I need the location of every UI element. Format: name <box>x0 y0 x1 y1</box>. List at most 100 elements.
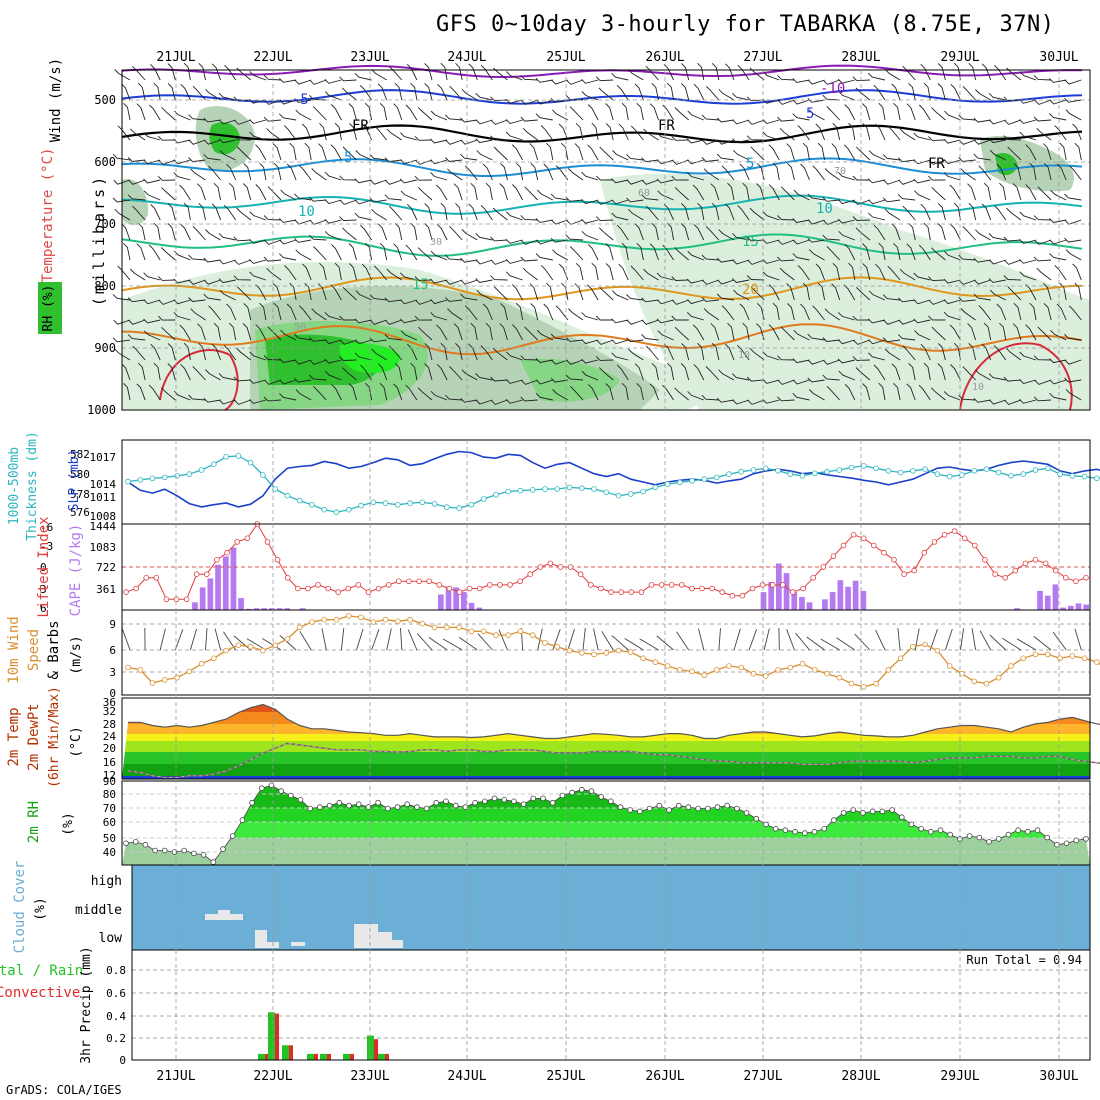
wind-barb <box>671 315 689 321</box>
wind-barb <box>906 383 916 401</box>
wind-barb <box>234 119 251 125</box>
wind-barb <box>868 212 886 221</box>
precip-frame <box>131 949 1091 1061</box>
wind-barb <box>492 207 508 221</box>
wind-barb <box>701 394 719 401</box>
wind-barb <box>180 223 191 241</box>
lifted-index-line-point <box>305 585 311 592</box>
thickness-line-point <box>775 467 781 474</box>
wind-barb <box>505 119 523 125</box>
thickness-line-point <box>787 471 794 477</box>
wind-speed-line-point <box>578 650 585 656</box>
wind-barb <box>179 184 191 201</box>
wind-barb <box>302 263 312 281</box>
wind-barb <box>973 117 991 123</box>
wind-barb <box>249 259 267 264</box>
contour-label: 5 <box>746 156 754 172</box>
wind-barb <box>460 139 478 145</box>
wind-barb <box>218 232 236 241</box>
wind-speed-line-point <box>959 670 965 677</box>
rh-line-point <box>627 807 633 813</box>
wind-barb <box>313 246 327 261</box>
wind-barb <box>937 363 946 381</box>
pressure-tick-label: 1000 <box>87 403 116 417</box>
wind-barb <box>354 318 372 324</box>
wind-barb <box>762 239 780 244</box>
rh-line-point <box>1083 836 1089 842</box>
wind-barb <box>360 224 372 241</box>
wind-barb <box>779 267 795 281</box>
wind-barb <box>393 103 403 121</box>
wind-barb <box>565 234 584 241</box>
cape-bar <box>860 590 867 610</box>
cloud-unit: (%) <box>33 897 48 920</box>
wind-barb <box>414 135 433 141</box>
wind-barb <box>611 212 629 221</box>
wind-barb <box>384 297 402 303</box>
cape-bar <box>222 556 229 610</box>
rh-line-point <box>995 836 1002 842</box>
cloud-block <box>255 930 267 948</box>
wind-barb <box>188 394 206 401</box>
lifted-index-line-point <box>638 589 645 595</box>
wind-barb <box>1019 71 1037 81</box>
wind-barb <box>988 92 1006 101</box>
wind-barb <box>295 109 312 121</box>
wind-barb <box>844 244 856 261</box>
wind-barb <box>1034 99 1052 105</box>
wind-barb <box>611 352 629 361</box>
wind-barb <box>718 229 735 241</box>
wind-barb <box>862 383 871 401</box>
wind-barb <box>482 303 493 321</box>
wind-barb <box>379 242 388 261</box>
wind-barb <box>581 370 599 381</box>
wind-barb <box>173 159 191 165</box>
wind-barb <box>958 139 976 145</box>
wind-barb <box>475 119 493 125</box>
wind-barb <box>581 230 599 241</box>
wind-barb <box>208 305 221 321</box>
wind-barb <box>279 393 297 401</box>
page-title: GFS 0~10day 3-hourly for TABARKA (8.75E,… <box>436 12 1055 37</box>
wind-barb <box>878 242 886 261</box>
wind-barb <box>264 379 282 385</box>
wind-barb <box>973 397 991 403</box>
isotherm-30a <box>159 349 239 411</box>
wind-barb <box>959 279 976 285</box>
wind-barb <box>280 329 297 341</box>
wind-barb <box>1036 267 1052 281</box>
wind-barb <box>273 162 282 181</box>
wind-barb <box>236 207 252 221</box>
wind-barb <box>897 334 916 341</box>
wind-barb <box>1069 165 1082 181</box>
wind-barb <box>355 150 372 161</box>
wind-barb <box>430 110 448 121</box>
wind-barb <box>721 305 735 321</box>
wind-barb <box>417 387 433 401</box>
thickness-line-point <box>247 459 254 466</box>
surface-barb <box>929 629 938 651</box>
rh-shade-10 <box>122 179 149 225</box>
wind-barb <box>263 355 282 361</box>
wind-barb <box>339 339 357 345</box>
wind-speed-line-point <box>787 664 794 671</box>
thickness-line-point <box>407 500 413 506</box>
lifted-index-line-point <box>961 535 968 542</box>
wind-barb <box>996 163 1007 181</box>
wind-barb <box>831 143 841 161</box>
wind-barb <box>369 153 387 161</box>
wind-speed-line-point <box>1094 659 1100 665</box>
surface-barb <box>611 635 629 651</box>
wind-barb <box>591 122 599 141</box>
wind-barb <box>399 132 418 141</box>
precip-tick: 0 <box>119 1054 126 1067</box>
cape-bar <box>845 586 851 610</box>
wind-barb <box>243 303 252 321</box>
wind-barb <box>958 157 976 162</box>
wind-barb <box>374 265 388 281</box>
wind-barb <box>218 373 236 381</box>
wind-barb <box>435 184 448 201</box>
wind-barb <box>455 62 463 81</box>
wind-barb <box>123 242 131 261</box>
rh-line-point <box>346 802 352 809</box>
